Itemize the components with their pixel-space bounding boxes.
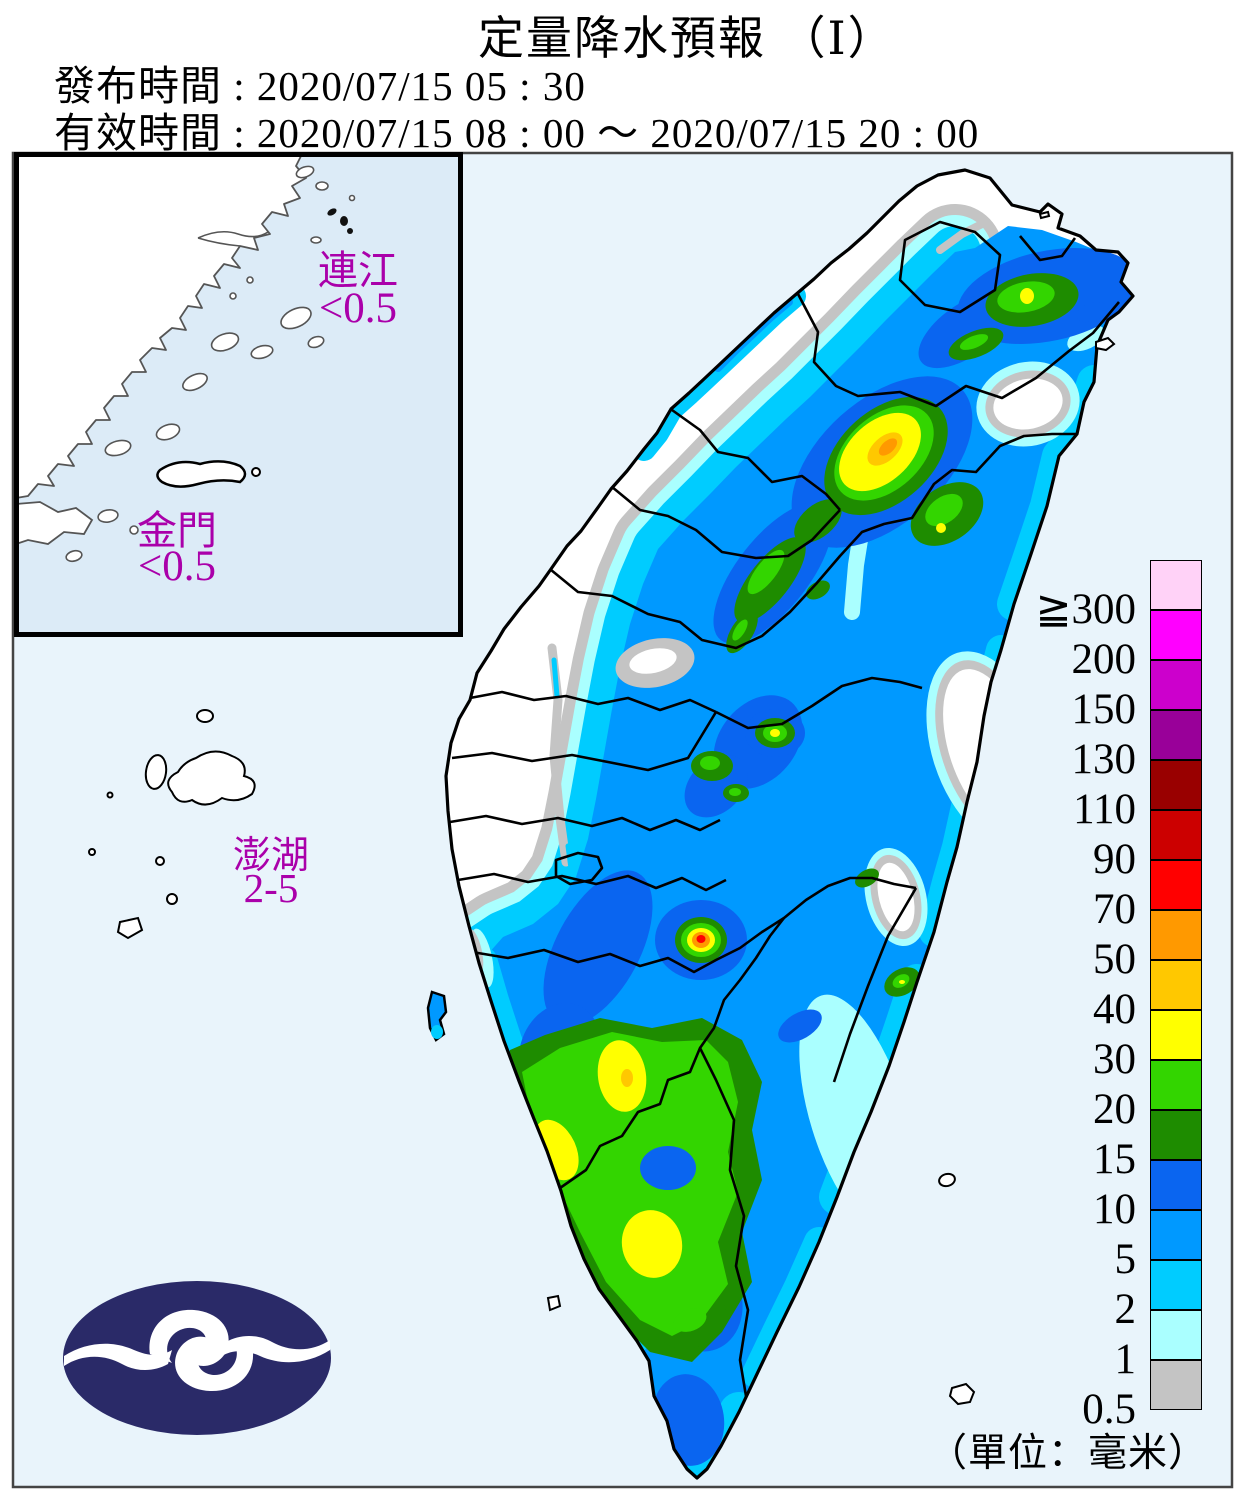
kinmen-island bbox=[156, 460, 247, 488]
kinmen-value: <0.5 bbox=[137, 543, 216, 590]
kinmen-label: 金門 bbox=[137, 508, 217, 553]
dry-patch-suao bbox=[976, 361, 1080, 447]
taiwan-coastline bbox=[444, 168, 1135, 1480]
offshore-islets bbox=[546, 210, 1116, 1406]
page-title: 定量降水預報 （Ⅰ） bbox=[478, 13, 896, 64]
cwb-logo bbox=[63, 1281, 331, 1435]
inset-china-coast bbox=[14, 152, 463, 637]
inset-peninsula bbox=[15, 501, 94, 546]
inset-mainland bbox=[15, 153, 307, 499]
county-borders bbox=[449, 220, 1120, 1453]
legend-unit: （單位：毫米） bbox=[927, 1432, 1208, 1475]
penghu-islands bbox=[88, 709, 256, 940]
penghu-value: 2-5 bbox=[243, 865, 299, 911]
issue-time: 發布時間 : 2020/07/15 05 : 30 bbox=[54, 63, 586, 109]
penghu-label: 澎湖 bbox=[232, 835, 309, 877]
lienchiang-value: <0.5 bbox=[318, 285, 397, 332]
valid-time: 有效時間 : 2020/07/15 08 : 00 ～ 2020/07/15 2… bbox=[54, 110, 980, 156]
inset-islands bbox=[65, 165, 356, 563]
offshore-islet-rainy bbox=[426, 990, 448, 1042]
matsu-islands bbox=[327, 208, 353, 234]
lienchiang-label: 連江 bbox=[318, 248, 398, 293]
dry-patch-rift bbox=[864, 847, 928, 947]
inset-border bbox=[14, 152, 463, 637]
